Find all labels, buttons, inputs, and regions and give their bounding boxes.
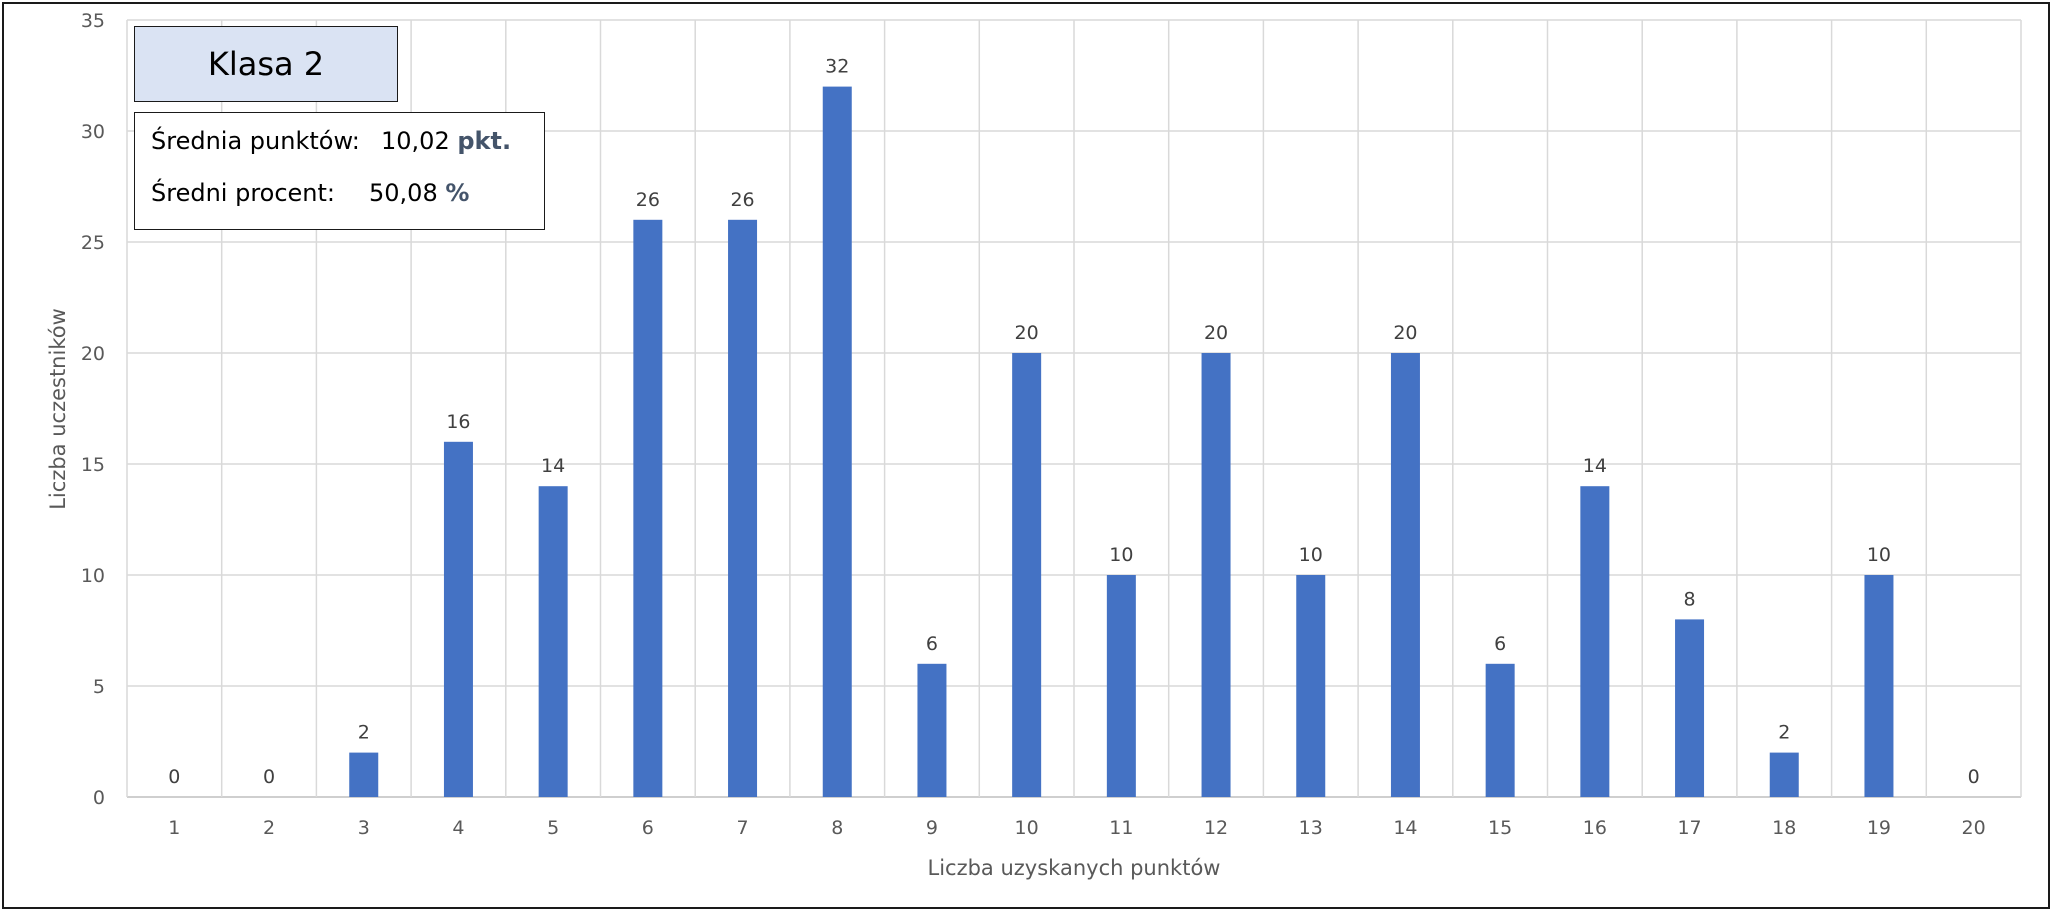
x-tick-label: 2 — [263, 817, 275, 839]
x-tick-label: 19 — [1867, 817, 1891, 839]
data-label: 20 — [1204, 322, 1228, 344]
x-tick-label: 6 — [642, 817, 654, 839]
bar — [1201, 353, 1231, 797]
data-label: 14 — [541, 455, 565, 477]
data-label: 10 — [1299, 544, 1323, 566]
data-label: 26 — [636, 189, 660, 211]
avg-percent-row: Średni procent: 50,08 % — [151, 179, 469, 207]
data-label: 14 — [1583, 455, 1607, 477]
y-tick-label: 35 — [81, 10, 105, 32]
avg-percent-label: Średni procent: — [151, 179, 336, 207]
x-tick-label: 18 — [1772, 817, 1796, 839]
x-tick-label: 11 — [1109, 817, 1133, 839]
bar — [1390, 353, 1420, 797]
x-tick-label: 13 — [1299, 817, 1323, 839]
stats-box: Średnia punktów: 10,02 pkt. Średni proce… — [134, 112, 545, 230]
data-label: 2 — [1778, 722, 1790, 744]
x-tick-label: 20 — [1962, 817, 1986, 839]
bar — [917, 663, 947, 797]
x-tick-label: 5 — [547, 817, 559, 839]
x-tick-label: 7 — [737, 817, 749, 839]
avg-points-unit: pkt. — [457, 127, 512, 155]
y-tick-label: 30 — [81, 121, 105, 143]
avg-points-value: 10,02 — [381, 127, 450, 155]
bar — [728, 219, 758, 798]
y-tick-label: 20 — [81, 343, 105, 365]
y-tick-label: 5 — [93, 676, 105, 698]
bar — [1012, 353, 1042, 797]
data-label: 2 — [358, 722, 370, 744]
bar — [1864, 575, 1894, 797]
data-label: 10 — [1109, 544, 1133, 566]
bar — [1580, 486, 1610, 797]
avg-percent-value-group: 50,08 % — [369, 179, 469, 207]
avg-percent-value: 50,08 — [369, 179, 438, 207]
data-label: 6 — [926, 633, 938, 655]
x-tick-label: 10 — [1015, 817, 1039, 839]
data-labels: 0 0 2 16 14 26 26 32 6 20 10 20 10 20 6 14 8 2 10 0 — [168, 56, 1979, 788]
x-tick-label: 1 — [168, 817, 180, 839]
x-tick-label: 3 — [358, 817, 370, 839]
avg-points-label: Średnia punktów: — [151, 127, 360, 155]
y-tick-label: 0 — [93, 787, 105, 809]
x-tick-label: 16 — [1583, 817, 1607, 839]
avg-points-row: Średnia punktów: 10,02 pkt. — [151, 127, 511, 155]
bar — [1485, 663, 1515, 797]
y-tick-label: 25 — [81, 232, 105, 254]
avg-percent-unit: % — [445, 179, 470, 207]
y-axis-title: Liczba uczestników — [46, 308, 70, 510]
bar — [349, 752, 379, 797]
bar — [1769, 752, 1799, 797]
data-label: 0 — [263, 766, 275, 788]
class-title-box: Klasa 2 — [134, 26, 398, 102]
bar — [1675, 619, 1705, 797]
y-tick-label: 15 — [81, 454, 105, 476]
avg-points-value-group: 10,02 pkt. — [381, 127, 511, 155]
x-tick-label: 14 — [1393, 817, 1417, 839]
bar — [443, 441, 473, 797]
data-label: 20 — [1015, 322, 1039, 344]
data-label: 32 — [825, 56, 849, 78]
data-label: 20 — [1393, 322, 1417, 344]
x-tick-label: 17 — [1677, 817, 1701, 839]
data-label: 10 — [1867, 544, 1891, 566]
x-tick-label: 12 — [1204, 817, 1228, 839]
bar — [538, 486, 568, 797]
x-axis-title: Liczba uzyskanych punktów — [928, 856, 1221, 880]
data-label: 26 — [730, 189, 754, 211]
data-label: 8 — [1684, 588, 1696, 610]
bar — [633, 219, 663, 798]
data-label: 0 — [1968, 766, 1980, 788]
y-axis-ticks: 0 5 10 15 20 25 30 35 — [81, 10, 105, 809]
bar — [1106, 575, 1136, 797]
y-tick-label: 10 — [81, 565, 105, 587]
bar — [822, 86, 852, 798]
x-tick-label: 8 — [831, 817, 843, 839]
bars — [349, 86, 1894, 798]
data-label: 16 — [446, 411, 470, 433]
data-label: 0 — [168, 766, 180, 788]
x-tick-label: 15 — [1488, 817, 1512, 839]
x-axis-ticks: 1 2 3 4 5 6 7 8 9 10 11 12 13 14 15 16 17 18 19 20 — [168, 817, 1985, 839]
x-tick-label: 4 — [452, 817, 464, 839]
bar — [1296, 575, 1326, 797]
data-label: 6 — [1494, 633, 1506, 655]
x-tick-label: 9 — [926, 817, 938, 839]
class-title: Klasa 2 — [207, 45, 325, 83]
